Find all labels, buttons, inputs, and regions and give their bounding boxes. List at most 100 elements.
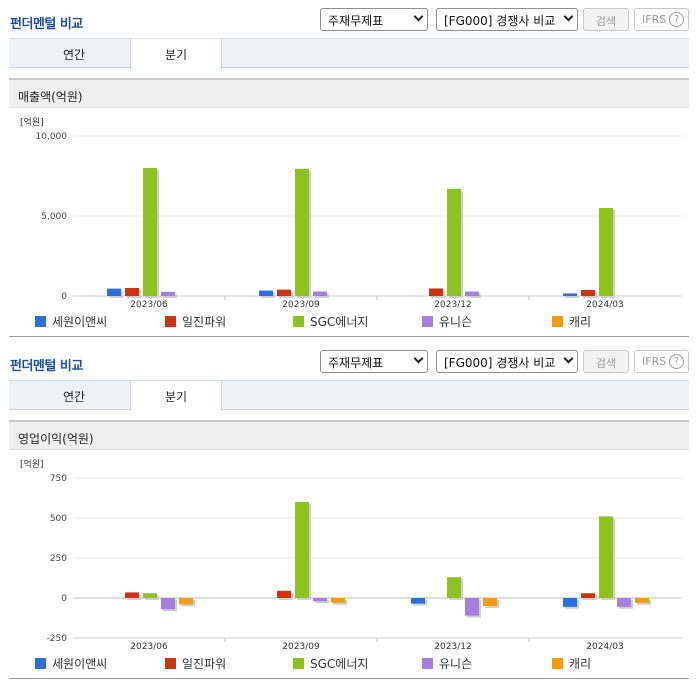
y-tick-label: 500 [50, 514, 67, 524]
bar-SGC에너지-2023/09[interactable] [295, 168, 309, 296]
statement-type-value: 주재무제표 [328, 356, 384, 370]
legend-swatch [552, 316, 563, 327]
bar-SGC에너지-2024/03[interactable] [599, 208, 613, 296]
bar-캐리-2024/03[interactable] [635, 598, 649, 603]
panel-header: 펀더멘털 비교 주재무제표 [FG000] 경쟁사 비교 검색 IFRS ? [0, 342, 696, 380]
peer-group-select[interactable]: [FG000] 경쟁사 비교 [436, 350, 578, 373]
bar-SGC에너지-2024/03[interactable] [599, 516, 613, 598]
y-tick-label: 0 [61, 594, 67, 604]
legend-item[interactable]: SGC에너지 [293, 655, 368, 672]
statement-type-value: 주재무제표 [328, 14, 384, 28]
peer-group-value: [FG000] 경쟁사 비교 [444, 14, 556, 28]
tab-annual[interactable]: 연간 [62, 390, 86, 404]
search-button[interactable]: 검색 [583, 8, 629, 31]
bar-일진파워-2023/09[interactable] [277, 590, 291, 598]
bar-유니슨-2023/06[interactable] [161, 291, 175, 296]
legend-item[interactable]: 유니슨 [422, 313, 472, 330]
statement-type-select[interactable]: 주재무제표 [320, 8, 428, 31]
y-tick-label: 250 [50, 554, 67, 564]
bar-세원이앤씨-2023/06[interactable] [107, 288, 121, 296]
period-tabs: 연간 분기 [9, 38, 689, 69]
panel-header: 펀더멘털 비교 주재무제표 [FG000] 경쟁사 비교 검색 IFRS ? [0, 0, 696, 38]
bar-일진파워-2023/06[interactable] [125, 288, 139, 296]
bar-캐리-2023/09[interactable] [331, 598, 345, 603]
bar-shadow [565, 295, 579, 298]
legend-swatch [35, 658, 46, 669]
bar-세원이앤씨-2023/12[interactable] [411, 598, 425, 604]
legend-swatch [35, 316, 46, 327]
x-tick-label: 2024/03 [586, 642, 623, 652]
legend-item[interactable]: 일진파워 [165, 313, 226, 330]
bar-일진파워-2024/03[interactable] [581, 289, 595, 296]
chevron-down-icon [563, 11, 574, 22]
legend-item[interactable]: 세원이앤씨 [35, 655, 107, 672]
legend-swatch [293, 316, 304, 327]
bar-세원이앤씨-2023/09[interactable] [259, 290, 273, 296]
bar-일진파워-2023/12[interactable] [429, 288, 443, 296]
legend-label: 일진파워 [182, 657, 227, 671]
chevron-down-icon [413, 353, 424, 364]
y-tick-label: -250 [47, 634, 68, 644]
x-tick-label: 2023/12 [434, 300, 471, 310]
x-tick-label: 2023/09 [282, 642, 320, 652]
bar-세원이앤씨-2024/03[interactable] [563, 598, 577, 607]
legend-item[interactable]: 유니슨 [422, 655, 472, 672]
bar-SGC에너지-2023/12[interactable] [447, 577, 461, 598]
statement-type-select[interactable]: 주재무제표 [320, 350, 428, 373]
peer-group-select[interactable]: [FG000] 경쟁사 비교 [436, 8, 578, 31]
bar-유니슨-2023/06[interactable] [161, 598, 175, 610]
legend-item[interactable]: 캐리 [552, 655, 591, 672]
bar-SGC에너지-2023/06[interactable] [143, 593, 157, 598]
legend-label: 유니슨 [439, 657, 473, 671]
y-tick-label: 10,000 [36, 132, 68, 142]
bar-유니슨-2023/12[interactable] [465, 598, 479, 616]
chevron-down-icon [413, 11, 424, 22]
x-tick-label: 2023/06 [130, 642, 168, 652]
bar-일진파워-2023/06[interactable] [125, 592, 139, 598]
legend-item[interactable]: 세원이앤씨 [35, 313, 107, 330]
bar-유니슨-2024/03[interactable] [617, 598, 631, 607]
fundamental-panel-operating-profit: 펀더멘털 비교 주재무제표 [FG000] 경쟁사 비교 검색 IFRS ? 연… [0, 342, 696, 684]
legend-item[interactable]: 캐리 [552, 313, 591, 330]
legend-label: SGC에너지 [310, 315, 369, 329]
y-tick-label: 5,000 [41, 212, 67, 222]
operating-profit-bar-chart: [억원] -250 0 250 500 750 2023/06 2023/09 2023/12 2… [20, 458, 682, 652]
bar-SGC에너지-2023/09[interactable] [295, 502, 309, 598]
bar-세원이앤씨-2024/03[interactable] [563, 293, 577, 296]
revenue-bar-chart: [억원] 0 5,000 10,000 2023/06 2023/09 2023/12 202… [20, 116, 682, 310]
bar-유니슨-2023/12[interactable] [465, 291, 479, 296]
x-tick-label: 2023/06 [130, 300, 168, 310]
ifrs-button[interactable]: IFRS ? [634, 8, 689, 31]
y-axis-unit-label: [억원] [20, 116, 44, 128]
bar-일진파워-2024/03[interactable] [581, 593, 595, 598]
divider [9, 678, 689, 679]
tab-annual[interactable]: 연간 [62, 48, 86, 62]
legend-swatch [552, 658, 563, 669]
chart-legend: 세원이앤씨 일진파워 SGC에너지 유니슨 캐리 [0, 313, 696, 331]
legend-swatch [422, 316, 433, 327]
help-icon: ? [669, 12, 684, 27]
x-tick-label: 2023/09 [282, 300, 320, 310]
bar-유니슨-2023/09[interactable] [313, 291, 327, 296]
legend-item[interactable]: SGC에너지 [293, 313, 368, 330]
divider [9, 336, 689, 337]
section-title: 영업이익(억원) [18, 432, 94, 446]
bar-SGC에너지-2023/12[interactable] [447, 188, 461, 296]
bar-SGC에너지-2023/06[interactable] [143, 168, 157, 296]
search-button[interactable]: 검색 [583, 350, 629, 373]
legend-item[interactable]: 일진파워 [165, 655, 226, 672]
bar-유니슨-2023/09[interactable] [313, 598, 327, 602]
tab-quarterly[interactable]: 분기 [130, 381, 222, 411]
ifrs-button[interactable]: IFRS ? [634, 350, 689, 373]
legend-swatch [293, 658, 304, 669]
legend-label: 유니슨 [439, 315, 473, 329]
y-axis-unit-label: [억원] [20, 458, 44, 470]
fundamental-panel-revenue: 펀더멘털 비교 주재무제표 [FG000] 경쟁사 비교 검색 IFRS ? 연… [0, 0, 696, 340]
bar-일진파워-2023/09[interactable] [277, 289, 291, 296]
bar-캐리-2023/12[interactable] [483, 598, 497, 606]
tab-quarterly[interactable]: 분기 [130, 39, 222, 69]
bar-캐리-2023/06[interactable] [179, 598, 193, 605]
section-title: 매출액(억원) [18, 90, 83, 104]
ifrs-label: IFRS [642, 13, 667, 26]
legend-label: 캐리 [569, 657, 592, 671]
